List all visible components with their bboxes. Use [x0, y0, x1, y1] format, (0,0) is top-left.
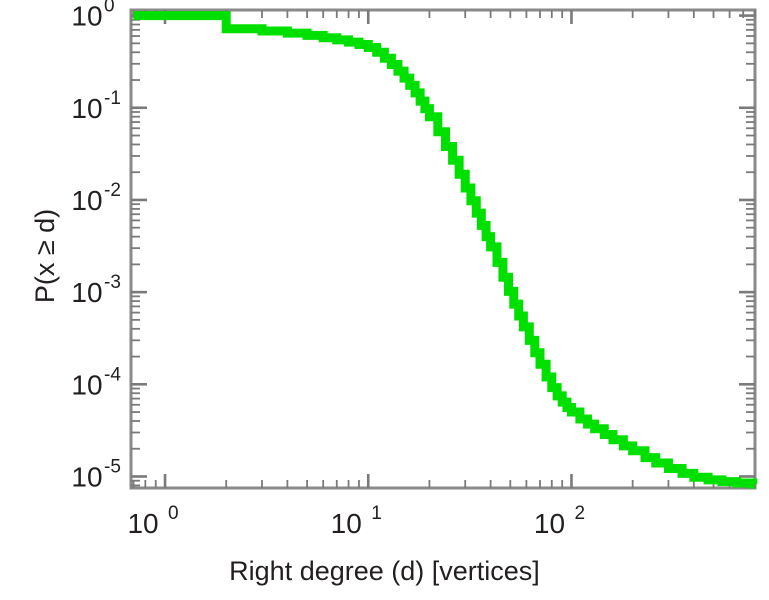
svg-text:10: 10: [71, 93, 102, 124]
svg-text:10: 10: [127, 508, 158, 539]
svg-text:10: 10: [534, 508, 565, 539]
plot-frame: [129, 8, 757, 490]
axis-tick-labels: 10 0 10 1 10 210 010 -110 -210 -310 -410 -5: [71, 0, 585, 539]
svg-text:-5: -5: [104, 456, 121, 477]
x-axis-label: Right degree (d) [vertices]: [229, 556, 540, 586]
series-curve: [133, 11, 758, 489]
svg-text:10: 10: [71, 1, 102, 32]
svg-text:-3: -3: [104, 272, 121, 293]
y-axis-label: P(x ≥ d): [30, 208, 60, 304]
svg-text:1: 1: [371, 503, 382, 524]
svg-text:10: 10: [331, 508, 362, 539]
svg-text:10: 10: [71, 277, 102, 308]
svg-text:0: 0: [168, 503, 179, 524]
svg-text:10: 10: [71, 185, 102, 216]
svg-text:10: 10: [71, 461, 102, 492]
svg-text:2: 2: [574, 503, 585, 524]
svg-text:10: 10: [71, 369, 102, 400]
svg-text:0: 0: [104, 0, 115, 17]
svg-text:-4: -4: [104, 364, 121, 385]
axis-ticks: [131, 10, 756, 488]
svg-text:-2: -2: [104, 180, 121, 201]
svg-text:-1: -1: [104, 88, 121, 109]
